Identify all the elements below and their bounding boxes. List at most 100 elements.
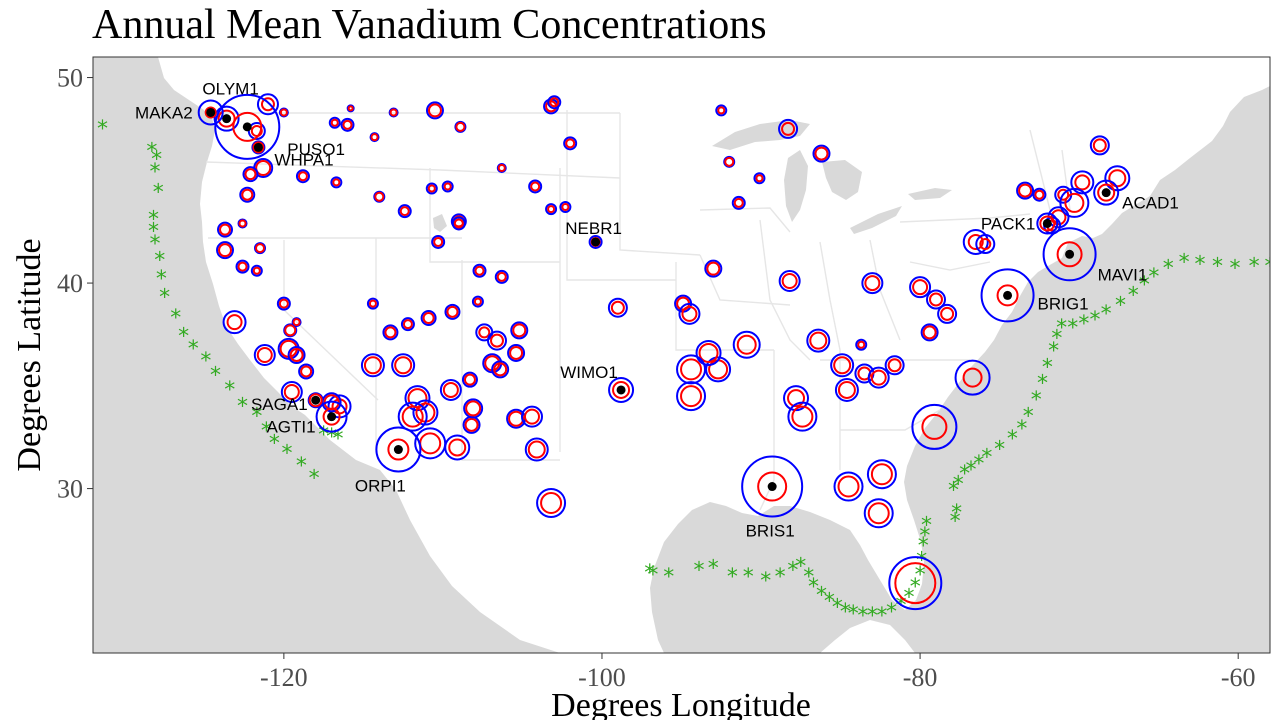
site-inner-ring	[363, 356, 382, 375]
site-marker	[863, 498, 894, 529]
site-marker	[366, 297, 379, 310]
shipping-marker: *	[200, 349, 211, 374]
shipping-marker: *	[1023, 405, 1034, 430]
shipping-marker: *	[915, 563, 926, 588]
site-inner-ring	[497, 163, 506, 172]
shipping-marker: *	[1212, 255, 1223, 280]
site-marker	[454, 120, 467, 133]
shipping-marker: *	[953, 472, 964, 497]
site-inner-ring	[252, 141, 265, 154]
plot-panel-border	[92, 56, 1271, 654]
shipping-marker: *	[224, 378, 235, 403]
shipping-marker: *	[309, 466, 320, 491]
site-outer-ring	[295, 169, 310, 184]
shipping-marker: *	[156, 267, 167, 292]
site-inner-ring	[241, 188, 254, 201]
site-inner-ring	[237, 261, 248, 272]
labeled-site-wimo1: WIMO1	[560, 363, 635, 403]
shipping-marker: *	[1048, 339, 1059, 364]
site-marker	[250, 264, 263, 277]
site-marker	[545, 203, 558, 216]
shipping-marker: *	[644, 561, 655, 586]
shipping-marker: *	[832, 596, 843, 621]
site-center-dot	[206, 107, 216, 117]
site-outer-ring	[472, 263, 487, 278]
shipping-marker: *	[146, 139, 157, 164]
site-outer-ring	[753, 172, 766, 185]
shipping-marker: *	[916, 548, 927, 573]
site-inner-ring	[465, 400, 482, 417]
shipping-marker: *	[151, 148, 162, 173]
site-center-dot	[591, 237, 601, 247]
shipping-marker: *	[921, 514, 932, 539]
site-outer-ring	[287, 346, 306, 364]
site-center-dot	[222, 114, 232, 124]
site-outer-ring	[588, 234, 603, 249]
site-marker	[400, 317, 415, 332]
shipping-marker: *	[1056, 316, 1067, 341]
site-inner-ring	[433, 236, 444, 247]
site-inner-ring	[610, 300, 625, 315]
shipping-marker: *	[1115, 294, 1126, 319]
site-inner-ring	[217, 109, 236, 128]
site-inner-ring	[332, 178, 341, 187]
site-inner-ring	[401, 405, 424, 428]
shipping-marker: *	[895, 594, 906, 619]
site-inner-ring	[474, 265, 485, 276]
site-inner-ring	[791, 405, 814, 428]
site-outer-ring	[855, 338, 868, 351]
shipping-marker: *	[148, 220, 159, 245]
site-center-dot	[1101, 188, 1111, 198]
y-tick-label: 30	[57, 475, 83, 504]
labeled-site-brig1: BRIG1	[980, 268, 1089, 323]
site-inner-ring	[374, 191, 385, 202]
site-marker	[778, 270, 801, 293]
lake-michigan	[784, 150, 808, 222]
y-tick-label: 40	[57, 269, 83, 298]
site-inner-ring	[733, 197, 744, 208]
shipping-marker: *	[795, 555, 806, 580]
shipping-marker: *	[965, 458, 976, 483]
site-marker	[962, 228, 989, 255]
site-outer-ring	[920, 323, 939, 342]
lake-erie	[850, 206, 902, 234]
labeled-site-orpi1: ORPI1	[355, 426, 422, 496]
shipping-marker: *	[727, 565, 738, 590]
shipping-marker: *	[318, 423, 329, 448]
site-marker	[528, 179, 543, 194]
site-marker	[486, 330, 507, 351]
site-inner-ring	[894, 562, 937, 605]
y-axis: 30 40 50	[57, 64, 93, 504]
labeled-site-puso1: PUSO1	[214, 93, 345, 160]
shipping-marker: *	[170, 306, 181, 331]
shipping-marker: *	[1101, 302, 1112, 327]
site-marker	[291, 317, 302, 328]
site-inner-ring	[814, 146, 829, 161]
site-marker	[547, 95, 562, 110]
site-inner-ring	[1018, 183, 1033, 198]
site-inner-ring	[427, 184, 436, 193]
site-outer-ring	[563, 136, 578, 151]
site-outer-ring	[471, 295, 484, 308]
site-inner-ring	[297, 171, 308, 182]
site-outer-ring	[867, 366, 890, 389]
site-outer-ring	[812, 144, 831, 163]
site-marker	[369, 132, 380, 143]
site-inner-ring	[967, 233, 984, 250]
site-marker	[388, 107, 399, 118]
shipping-marker: *	[1163, 257, 1174, 282]
site-marker	[242, 166, 259, 183]
site-marker	[678, 302, 701, 325]
shipping-marker: *	[959, 462, 970, 487]
site-outer-ring	[391, 353, 416, 378]
site-marker	[472, 263, 487, 278]
site-inner-ring	[870, 463, 893, 486]
site-inner-ring	[870, 369, 887, 386]
site-inner-ring	[496, 271, 507, 282]
site-inner-ring	[996, 284, 1019, 307]
site-outer-ring	[451, 216, 466, 231]
site-marker	[787, 401, 818, 432]
site-outer-ring	[866, 459, 897, 490]
site-label: WHPA1	[274, 150, 333, 169]
shipping-lane-markers: ************** **** *** * * ****** * * * * * * * ****…	[97, 117, 1270, 629]
